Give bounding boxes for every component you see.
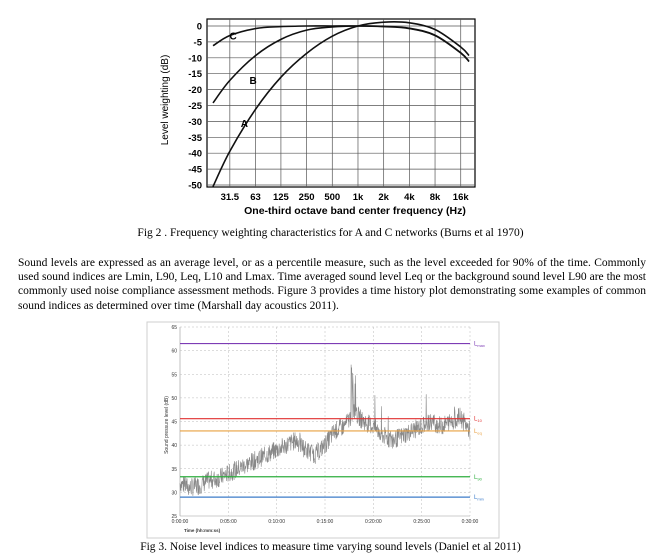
chart2-level-label-lmin: Lmin [474,495,484,502]
chart1-ylabel: Level weighting (dB) [160,55,171,146]
chart1-x-tick-label: 31.5 [221,192,240,203]
chart1-series-line-b [212,25,470,104]
chart1-x-tick-label: 16k [453,192,470,203]
chart2-x-tick-label: 0:00:00 [172,519,189,525]
chart2-ylabel: Sound pressure level (dB) [164,396,170,454]
chart1-x-ticks: 31.5 63 125 250 500 1k 2k 4k 8k 16k [221,192,470,203]
chart1-y-tick-label: -20 [188,85,202,96]
chart1-y-tick-label: 0 [197,22,202,33]
figure2-caption: Fig 3. Noise level indices to measure ti… [140,541,521,553]
chart1-series-line-a [212,21,470,187]
chart1-grid [206,18,476,188]
chart1-series-label-a: A [241,119,248,130]
frequency-weighting-chart: 0 -5 -10 -15 -20 -25 -30 -35 -40 -45 -50 31.5 63 125… [160,18,476,217]
chart1-y-tick-label: -35 [188,133,202,144]
chart1-xlabel: One-third octave band center frequency (… [244,205,466,217]
chart2-level-label-l90: L90 [474,475,483,482]
chart1-series-label-b: B [249,76,256,87]
chart2-x-tick-label: 0:10:00 [268,519,285,525]
chart2-y-tick-label: 55 [171,372,177,378]
chart1-y-tick-label: -50 [188,181,202,192]
chart1-x-tick-label: 2k [378,192,389,203]
chart2-level-label-lmax: Lmax [474,342,485,349]
chart1-x-tick-label: 125 [273,192,290,203]
chart2-levels: Lmax L10 Leq L90 Lmin [180,342,485,502]
chart1-y-tick-label: -45 [188,165,202,176]
chart1-series-line-c [212,25,470,63]
chart2-xlabel: Time (hh:mm:ss) [184,528,221,533]
chart1-y-tick-label: -40 [188,149,202,160]
chart1-plot-border [206,18,476,188]
chart2-y-tick-label: 65 [171,325,177,331]
chart2-grid [179,326,471,517]
chart2-y-tick-label: 35 [171,467,177,473]
chart1-series: A B C [212,21,470,187]
chart1-x-tick-label: 500 [324,192,340,203]
chart1-y-tick-label: -10 [188,53,202,64]
chart1-x-tick-label: 250 [299,192,315,203]
chart1-x-tick-label: 8k [430,192,441,203]
chart2-level-label-l10: L10 [474,417,483,424]
chart1-x-tick-label: 1k [353,192,364,203]
chart2-x-tick-label: 0:25:00 [413,519,430,525]
chart2-frame [146,321,500,539]
chart2-y-ticks: 25 30 35 40 45 50 55 60 65 [171,325,177,520]
chart2-x-tick-label: 0:30:00 [462,519,479,525]
chart2-y-tick-label: 40 [171,443,177,449]
figure1-caption: Fig 2 . Frequency weighting characterist… [137,227,524,239]
chart1-x-tick-label: 4k [404,192,415,203]
chart2-x-tick-label: 0:05:00 [220,519,237,525]
chart1-y-tick-label: -30 [188,117,202,128]
chart2-x-ticks: 0:00:00 0:05:00 0:10:00 0:15:00 0:20:00 0:25:… [172,519,479,525]
chart2-y-tick-label: 30 [171,490,177,496]
chart2-sound-trace [179,364,471,496]
chart2-y-tick-label: 50 [171,396,177,402]
chart1-x-tick-label: 63 [250,192,261,203]
chart1-series-label-c: C [229,32,236,43]
chart1-y-tick-label: -25 [188,101,202,112]
chart2-y-tick-label: 45 [171,420,177,426]
chart2-level-label-leq: Leq [474,429,482,436]
chart1-y-ticks: 0 -5 -10 -15 -20 -25 -30 -35 -40 -45 -50 [188,22,202,192]
chart1-y-tick-label: -15 [188,69,202,80]
chart2-trace [179,364,471,496]
chart2-x-tick-label: 0:15:00 [317,519,334,525]
chart2-y-tick-label: 60 [171,349,177,355]
chart2-x-tick-label: 0:20:00 [365,519,382,525]
chart2-y-tick-label: 25 [171,514,177,520]
chart1-y-tick-label: -5 [194,37,203,48]
body-paragraph: Sound levels are expressed as an average… [18,257,646,312]
